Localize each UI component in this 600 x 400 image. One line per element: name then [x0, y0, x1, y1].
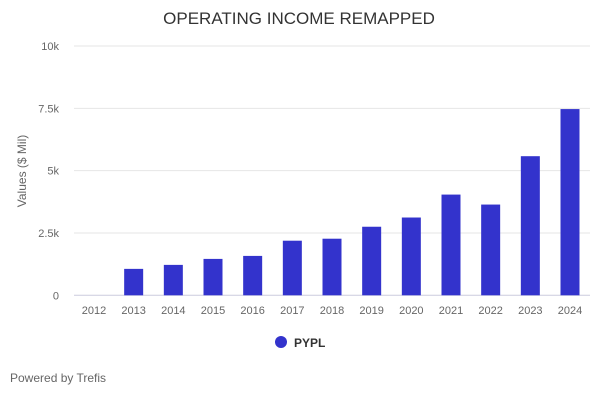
y-tick-label: 10k [41, 41, 59, 53]
bar-2013[interactable] [124, 268, 144, 296]
y-tick-label: 5k [47, 166, 59, 178]
bar-2014[interactable] [163, 264, 183, 296]
x-tick-label: 2020 [399, 305, 423, 317]
credit-text: Powered by Trefis [10, 371, 107, 385]
bar-2017[interactable] [282, 240, 302, 296]
y-tick-label: 0 [53, 290, 59, 302]
y-axis-label: Values ($ Mil) [15, 135, 29, 207]
x-tick-label: 2015 [201, 305, 225, 317]
legend[interactable]: PYPL [275, 336, 325, 350]
x-tick-label: 2016 [240, 305, 264, 317]
legend-label: PYPL [294, 336, 325, 350]
bar-2021[interactable] [441, 194, 461, 296]
bar-2024[interactable] [560, 109, 580, 296]
legend-marker [275, 336, 287, 348]
y-tick-label: 2.5k [38, 228, 59, 240]
bar-2022[interactable] [481, 204, 501, 296]
x-tick-label: 2017 [280, 305, 304, 317]
x-tick-label: 2012 [82, 305, 106, 317]
chart-title: OPERATING INCOME REMAPPED [163, 9, 435, 28]
bar-2015[interactable] [203, 258, 223, 296]
bar-2023[interactable] [520, 156, 540, 296]
x-tick-label: 2014 [161, 305, 185, 317]
bar-2019[interactable] [362, 226, 382, 296]
x-tick-label: 2013 [121, 305, 145, 317]
bar-2016[interactable] [243, 255, 263, 296]
x-tick-label: 2018 [320, 305, 344, 317]
y-tick-label: 7.5k [38, 103, 59, 115]
bar-2020[interactable] [401, 217, 421, 296]
x-tick-label: 2024 [558, 305, 582, 317]
x-tick-label: 2021 [439, 305, 463, 317]
x-tick-label: 2022 [478, 305, 502, 317]
x-tick-label: 2023 [518, 305, 542, 317]
bar-2018[interactable] [322, 238, 342, 296]
x-tick-label: 2019 [359, 305, 383, 317]
